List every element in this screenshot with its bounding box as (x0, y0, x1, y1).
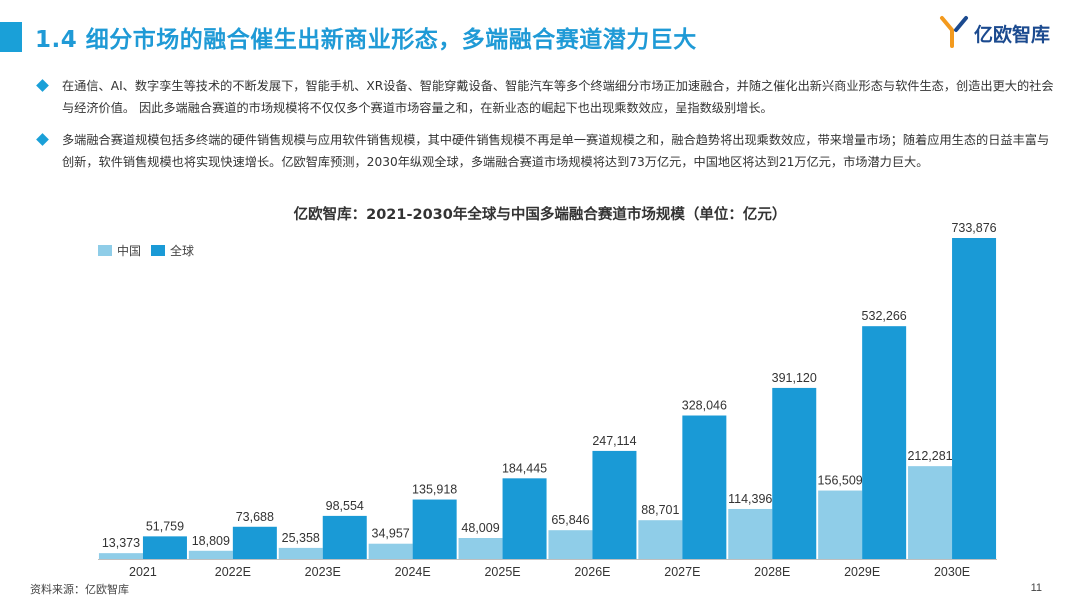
bar-china (98, 553, 143, 559)
data-label-global: 391,120 (772, 371, 817, 385)
bar-global (412, 499, 457, 559)
data-label-global: 73,688 (236, 510, 274, 524)
bar-global (862, 326, 907, 559)
bar-global (142, 536, 187, 559)
data-label-global: 733,876 (951, 221, 996, 235)
logo-mark-icon (940, 16, 968, 48)
data-label-global: 532,266 (862, 309, 907, 323)
bar-china (368, 543, 413, 559)
x-tick-label: 2028E (754, 565, 790, 579)
x-tick-label: 2023E (305, 565, 341, 579)
summary-bullets: 在通信、AI、数字孪生等技术的不断发展下，智能手机、XR设备、智能穿戴设备、智能… (36, 75, 1058, 183)
bar-china (818, 490, 863, 559)
data-label-global: 98,554 (326, 499, 364, 513)
chart-title: 亿欧智库：2021-2030年全球与中国多端融合赛道市场规模（单位：亿元） (293, 207, 787, 223)
x-tick-label: 2026E (574, 565, 610, 579)
source-note: 资料来源：亿欧智库 (30, 583, 129, 596)
data-label-china: 48,009 (461, 521, 499, 535)
legend-label: 全球 (170, 243, 194, 258)
title-accent-bar (0, 22, 22, 52)
data-label-china: 13,373 (102, 536, 140, 550)
bar-china (908, 466, 953, 559)
bar-global (772, 387, 817, 559)
data-label-china: 88,701 (641, 503, 679, 517)
bar-china (458, 538, 503, 559)
bullet-item: 在通信、AI、数字孪生等技术的不断发展下，智能手机、XR设备、智能穿戴设备、智能… (36, 75, 1058, 119)
page-number: 11 (1030, 582, 1042, 594)
bullet-text: 多端融合赛道规模包括多终端的硬件销售规模与应用软件销售规模，其中硬件销售规模不再… (62, 133, 1050, 169)
bullet-text: 在通信、AI、数字孪生等技术的不断发展下，智能手机、XR设备、智能穿戴设备、智能… (62, 79, 1054, 115)
data-label-global: 328,046 (682, 399, 727, 413)
page-title: 1.4 细分市场的融合催生出新商业形态，多端融合赛道潜力巨大 (35, 27, 697, 53)
x-tick-label: 2021 (129, 565, 157, 579)
data-label-global: 184,445 (502, 461, 547, 475)
bar-global (682, 415, 727, 559)
data-label-global: 247,114 (592, 434, 636, 448)
legend-swatch (98, 245, 112, 256)
x-tick-label: 2029E (844, 565, 880, 579)
x-tick-label: 2027E (664, 565, 700, 579)
bar-china (548, 530, 593, 559)
bar-global (952, 238, 997, 559)
bar-global (232, 526, 277, 559)
bar-china (278, 547, 323, 559)
x-tick-label: 2025E (484, 565, 520, 579)
bar-global (502, 478, 547, 559)
data-label-china: 34,957 (372, 527, 410, 541)
data-label-global: 135,918 (412, 483, 457, 497)
bar-china (728, 508, 773, 559)
brand-logo: 亿欧智库 (938, 14, 1068, 54)
bar-china (188, 550, 233, 559)
data-label-china: 156,509 (818, 474, 863, 488)
logo-text: 亿欧智库 (974, 24, 1051, 46)
bar-global (322, 515, 367, 559)
data-label-china: 114,396 (728, 492, 772, 506)
data-label-china: 65,846 (551, 513, 589, 527)
data-label-china: 212,281 (907, 449, 952, 463)
bullet-item: 多端融合赛道规模包括多终端的硬件销售规模与应用软件销售规模，其中硬件销售规模不再… (36, 129, 1058, 173)
legend-label: 中国 (117, 243, 141, 258)
data-label-china: 18,809 (192, 534, 230, 548)
bar-global (592, 450, 637, 559)
legend-swatch (151, 245, 165, 256)
data-label-global: 51,759 (146, 519, 184, 533)
x-tick-label: 2022E (215, 565, 251, 579)
bar-china (638, 520, 683, 559)
x-tick-label: 2024E (395, 565, 431, 579)
x-tick-label: 2030E (934, 565, 970, 579)
data-label-china: 25,358 (282, 531, 320, 545)
